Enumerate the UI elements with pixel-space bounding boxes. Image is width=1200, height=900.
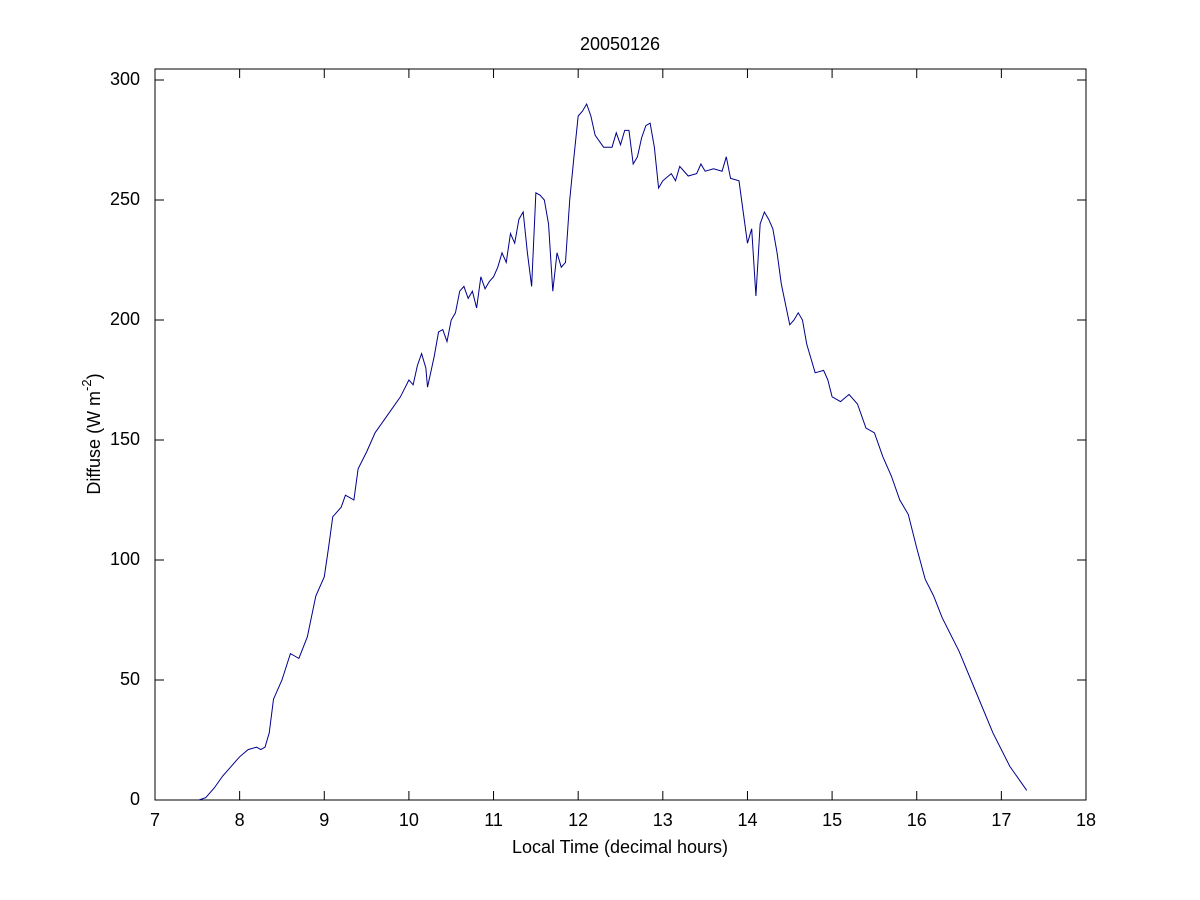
- y-tick-label: 150: [110, 429, 140, 449]
- y-axis-label: Diffuse (W m-2): [79, 373, 103, 494]
- y-tick-label: 250: [110, 189, 140, 209]
- y-axis-label-text: Diffuse (W m: [84, 391, 104, 495]
- y-tick-label: 100: [110, 549, 140, 569]
- y-axis-label-superscript: -2: [79, 379, 94, 391]
- y-axis-label-end: ): [84, 373, 104, 379]
- y-tick-label: 50: [120, 669, 140, 689]
- x-tick-label: 14: [737, 810, 757, 830]
- x-tick-label: 10: [399, 810, 419, 830]
- y-tick-label: 200: [110, 309, 140, 329]
- x-tick-label: 18: [1076, 810, 1096, 830]
- x-tick-label: 12: [568, 810, 588, 830]
- x-tick-label: 17: [991, 810, 1011, 830]
- data-line: [198, 102, 1028, 801]
- x-tick-label: 9: [319, 810, 329, 830]
- plot-area: [154, 68, 1087, 801]
- chart-title: 20050126: [580, 34, 660, 54]
- x-tick-label: 11: [484, 810, 503, 830]
- x-axis-label: Local Time (decimal hours): [512, 837, 728, 857]
- y-tick-label: 300: [110, 69, 140, 89]
- x-tick-label: 7: [150, 810, 160, 830]
- y-tick-label: 0: [130, 789, 140, 809]
- x-tick-label: 8: [235, 810, 245, 830]
- x-tick-label: 16: [907, 810, 927, 830]
- x-tick-label: 15: [822, 810, 842, 830]
- x-tick-label: 13: [653, 810, 673, 830]
